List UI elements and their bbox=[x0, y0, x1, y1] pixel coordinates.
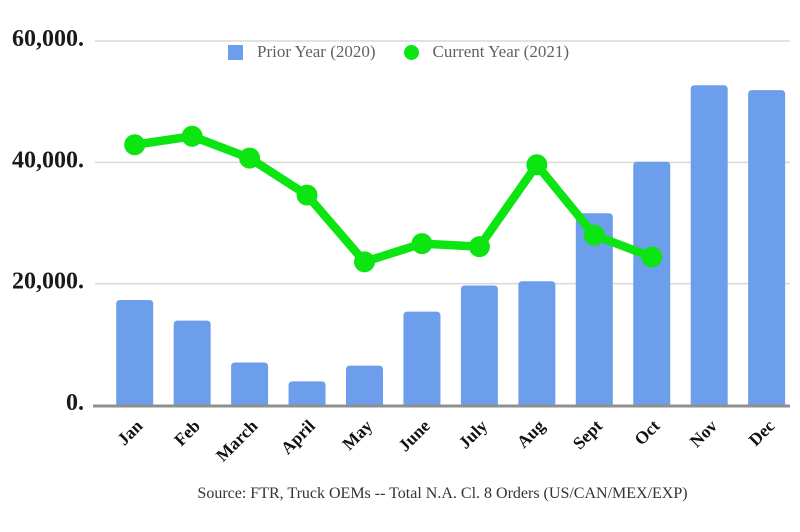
bar-july bbox=[460, 285, 498, 406]
x-axis-tick-label-oct: Oct bbox=[630, 416, 664, 450]
line-point-jan bbox=[124, 134, 146, 156]
x-axis-tick-label-nov: Nov bbox=[686, 416, 722, 452]
x-axis-tick-label-sept: Sept bbox=[569, 416, 607, 454]
line-point-feb bbox=[181, 125, 203, 147]
bar-april bbox=[288, 381, 326, 406]
legend-item-current-year: Current Year (2021) bbox=[403, 42, 569, 62]
source-note: Source: FTR, Truck OEMs -- Total N.A. Cl… bbox=[197, 485, 688, 502]
line-point-april bbox=[296, 184, 318, 206]
x-axis-tick-label-may: May bbox=[338, 416, 376, 454]
x-axis-tick-label-feb: Feb bbox=[170, 416, 204, 450]
x-axis-tick-label-june: June bbox=[394, 416, 434, 456]
bar-jan bbox=[116, 300, 154, 406]
y-axis-tick-label: 0. bbox=[66, 390, 84, 416]
current-year-line bbox=[130, 131, 656, 267]
x-axis-tick-label-march: March bbox=[212, 415, 262, 465]
line-point-july bbox=[468, 236, 490, 258]
y-axis-tick-label: 20,000. bbox=[12, 269, 84, 295]
bar-sept bbox=[575, 213, 613, 406]
bar-feb bbox=[173, 320, 211, 406]
bar-may bbox=[346, 365, 383, 406]
line-point-oct bbox=[641, 246, 663, 268]
x-axis-tick-label-april: April bbox=[277, 416, 319, 458]
line-point-june bbox=[411, 233, 433, 255]
bar-march bbox=[231, 362, 269, 406]
bar-oct bbox=[633, 161, 671, 406]
x-axis-tick-label-dec: Dec bbox=[744, 416, 778, 450]
y-axis-tick-label: 60,000. bbox=[12, 26, 84, 52]
prior-year-swatch-icon bbox=[228, 44, 243, 60]
line-point-march bbox=[239, 147, 261, 169]
bar-nov bbox=[690, 85, 728, 406]
current-year-swatch-icon bbox=[403, 44, 419, 60]
line-point-may bbox=[354, 251, 375, 273]
x-axis-tick-label-july: July bbox=[454, 416, 491, 453]
chart-legend: Prior Year (2020) Current Year (2021) bbox=[228, 42, 569, 62]
line-point-sept bbox=[583, 224, 605, 246]
x-axis-tick-label-jan: Jan bbox=[113, 415, 147, 449]
legend-label-current-year: Current Year (2021) bbox=[432, 42, 569, 61]
y-axis-tick-label: 40,000. bbox=[12, 147, 84, 173]
x-axis-tick-label-aug: Aug bbox=[513, 416, 549, 452]
bar-aug bbox=[518, 281, 556, 406]
line-point-aug bbox=[526, 154, 548, 176]
bar-dec bbox=[748, 90, 786, 406]
bar-june bbox=[403, 311, 441, 406]
legend-label-prior-year: Prior Year (2020) bbox=[257, 42, 376, 61]
legend-item-prior-year: Prior Year (2020) bbox=[228, 42, 376, 62]
